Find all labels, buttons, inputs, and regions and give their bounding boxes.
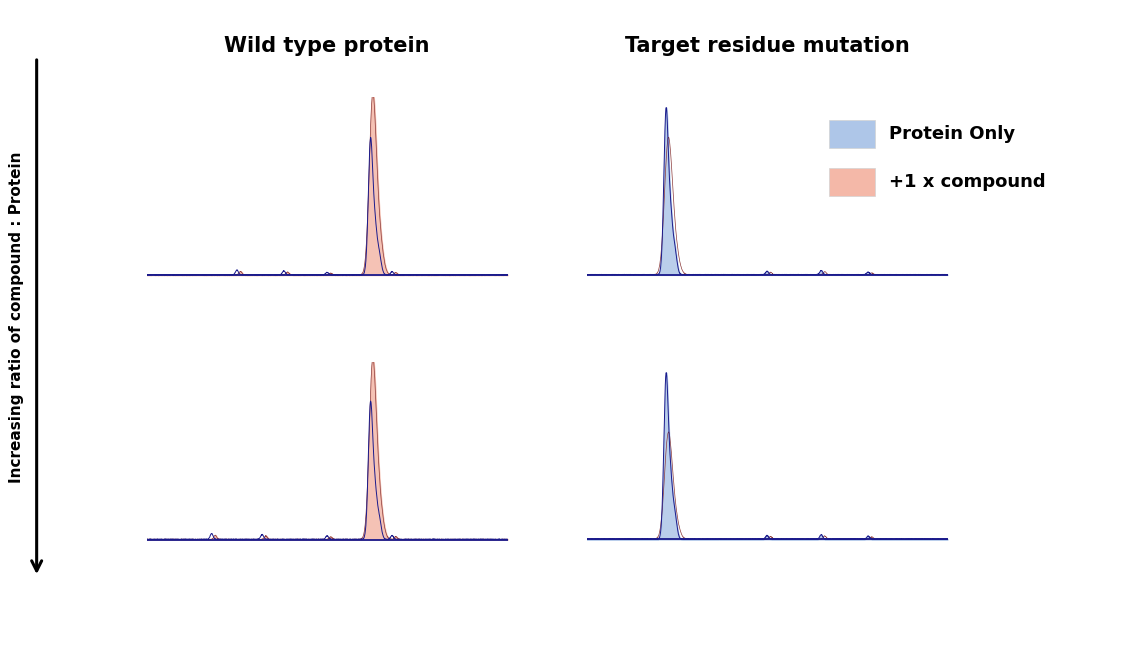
Text: Target residue mutation: Target residue mutation	[625, 36, 909, 56]
Text: Wild type protein: Wild type protein	[224, 36, 430, 56]
Text: Increasing ratio of compound : Protein: Increasing ratio of compound : Protein	[9, 151, 25, 483]
Legend: Protein Only, +1 x compound: Protein Only, +1 x compound	[820, 112, 1054, 204]
